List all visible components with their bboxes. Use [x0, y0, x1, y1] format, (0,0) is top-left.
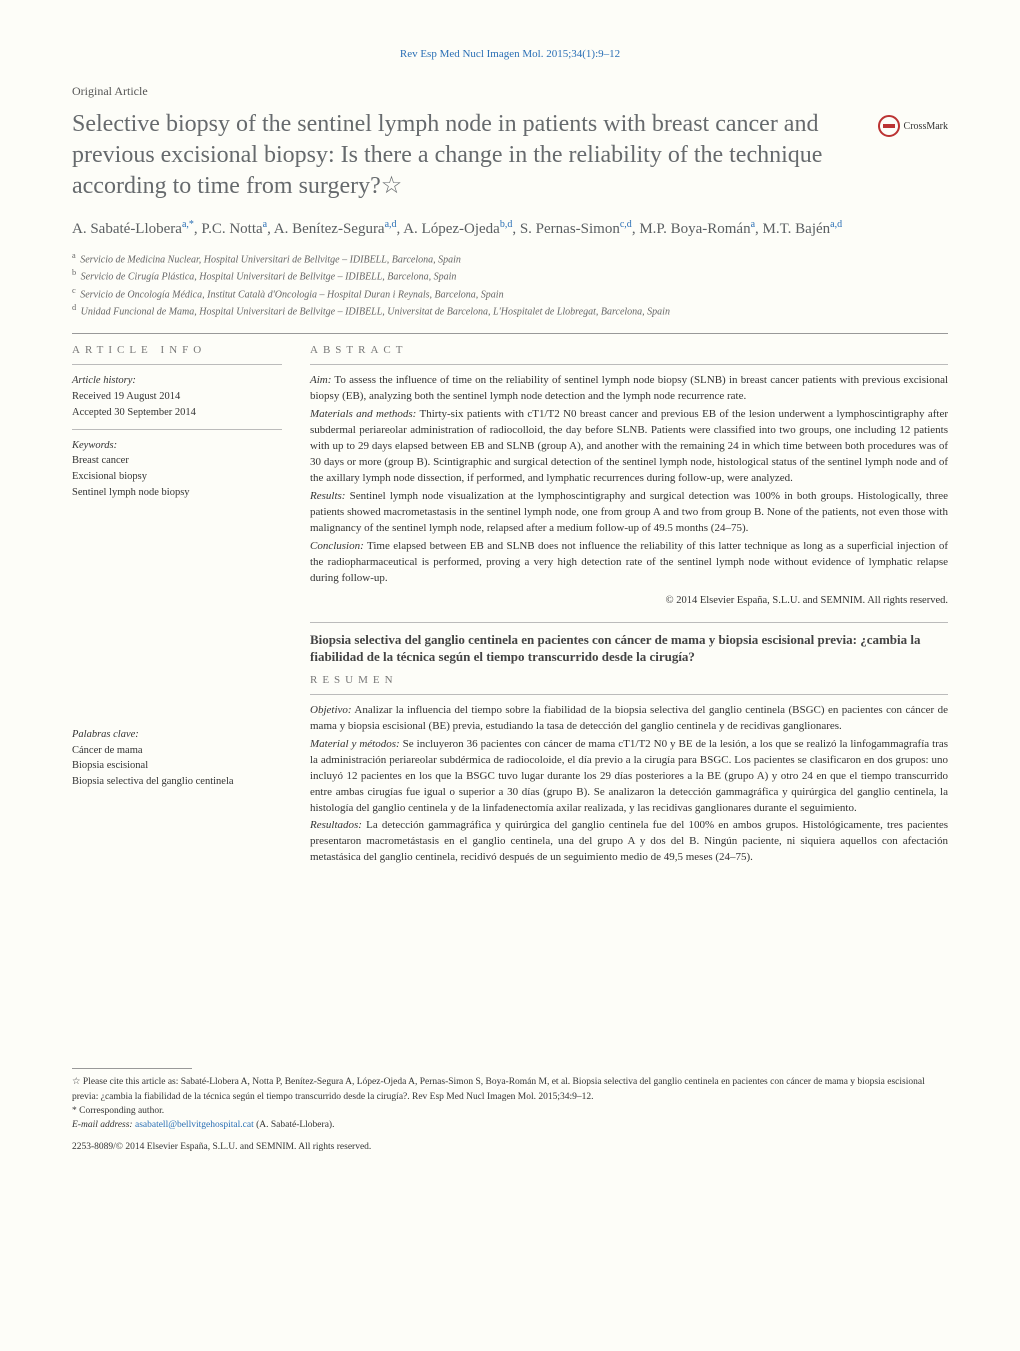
abstract-column: ABSTRACT Aim: To assess the influence of…: [310, 344, 948, 703]
divider: [72, 364, 282, 365]
author-list: A. Sabaté-Lloberaa,*, P.C. Nottaa, A. Be…: [72, 217, 948, 241]
resumen-body: Objetivo: Analizar la influencia del tie…: [310, 703, 948, 866]
divider: [72, 429, 282, 430]
article-history: Article history: Received 19 August 2014…: [72, 373, 282, 420]
palabras-label: Palabras clave:: [72, 727, 282, 743]
abstract-body: Aim: To assess the influence of time on …: [310, 373, 948, 607]
affiliations-list: a Servicio de Medicina Nuclear, Hospital…: [72, 250, 948, 319]
received-date: Received 19 August 2014: [72, 389, 282, 405]
divider: [310, 622, 948, 623]
abstract-heading: ABSTRACT: [310, 344, 948, 356]
crossmark-badge[interactable]: CrossMark: [878, 115, 948, 137]
resumen-grid: Palabras clave: Cáncer de mama Biopsia e…: [72, 703, 948, 868]
palabras-block: Palabras clave: Cáncer de mama Biopsia e…: [72, 727, 282, 790]
palabra-clave: Biopsia selectiva del ganglio centinela: [72, 774, 282, 790]
article-type-label: Original Article: [72, 84, 948, 99]
footnotes: ☆ Please cite this article as: Sabaté-Ll…: [72, 1075, 948, 1132]
palabras-column: Palabras clave: Cáncer de mama Biopsia e…: [72, 703, 282, 868]
resumen-column: Objetivo: Analizar la influencia del tie…: [310, 703, 948, 868]
footnote-divider: [72, 1068, 192, 1069]
divider: [310, 694, 948, 695]
journal-page: Rev Esp Med Nucl Imagen Mol. 2015;34(1):…: [0, 0, 1020, 1351]
email-line: E-mail address: asabatell@bellvitgehospi…: [72, 1118, 948, 1132]
abstract-conclusion: Time elapsed between EB and SLNB does no…: [310, 540, 948, 584]
citation-footnote: ☆ Please cite this article as: Sabaté-Ll…: [72, 1075, 948, 1104]
resumen-resultados: La detección gammagráfica y quirúrgica d…: [310, 819, 948, 863]
info-abstract-grid: ARTICLE INFO Article history: Received 1…: [72, 344, 948, 703]
email-author-name: (A. Sabaté-Llobera).: [256, 1120, 334, 1130]
keyword: Excisional biopsy: [72, 469, 282, 485]
author-email-link[interactable]: asabatell@bellvitgehospital.cat: [135, 1120, 254, 1130]
divider: [310, 364, 948, 365]
abstract-results: Sentinel lymph node visualization at the…: [310, 490, 948, 534]
keywords-label: Keywords:: [72, 438, 282, 454]
keyword: Sentinel lymph node biopsy: [72, 485, 282, 501]
crossmark-label: CrossMark: [904, 121, 948, 132]
email-label: E-mail address:: [72, 1120, 133, 1130]
spanish-title: Biopsia selectiva del ganglio centinela …: [310, 631, 948, 666]
history-label: Article history:: [72, 373, 282, 389]
title-row: Selective biopsy of the sentinel lymph n…: [72, 109, 948, 203]
copyright-en: © 2014 Elsevier España, S.L.U. and SEMNI…: [310, 593, 948, 608]
accepted-date: Accepted 30 September 2014: [72, 405, 282, 421]
crossmark-icon: [878, 115, 900, 137]
article-title: Selective biopsy of the sentinel lymph n…: [72, 109, 858, 203]
resumen-material: Se incluyeron 36 pacientes con cáncer de…: [310, 738, 948, 814]
resumen-heading: RESUMEN: [310, 674, 948, 686]
journal-citation: Rev Esp Med Nucl Imagen Mol. 2015;34(1):…: [72, 48, 948, 60]
palabra-clave: Cáncer de mama: [72, 743, 282, 759]
abstract-aim: To assess the influence of time on the r…: [310, 374, 948, 402]
divider: [72, 333, 948, 334]
article-info-column: ARTICLE INFO Article history: Received 1…: [72, 344, 282, 703]
article-info-heading: ARTICLE INFO: [72, 344, 282, 356]
resumen-objetivo: Analizar la influencia del tiempo sobre …: [310, 704, 948, 732]
keyword: Breast cancer: [72, 453, 282, 469]
corresponding-author-note: * Corresponding author.: [72, 1104, 948, 1118]
palabra-clave: Biopsia escisional: [72, 758, 282, 774]
issn-copyright: 2253-8089/© 2014 Elsevier España, S.L.U.…: [72, 1142, 948, 1152]
keywords-block: Keywords: Breast cancer Excisional biops…: [72, 438, 282, 501]
